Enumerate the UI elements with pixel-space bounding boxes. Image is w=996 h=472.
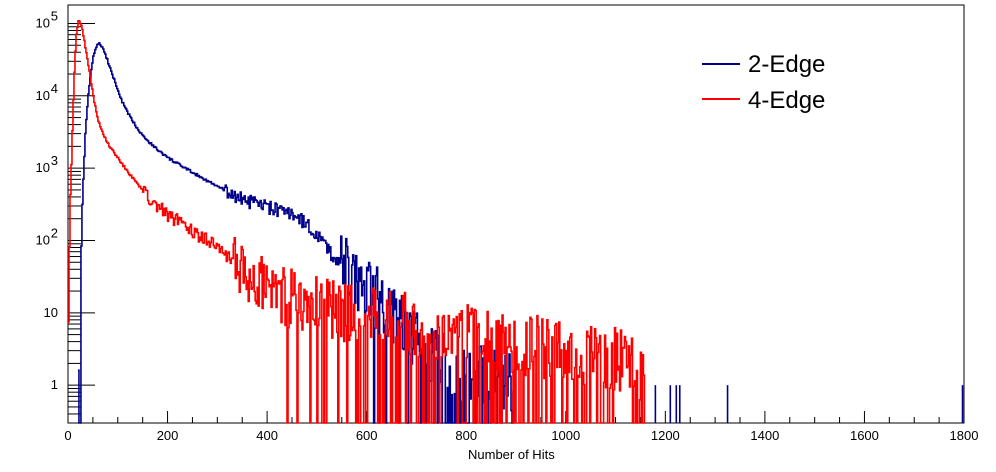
y-tick-label: 10 — [36, 160, 50, 175]
x-tick-label: 1200 — [651, 428, 680, 443]
x-tick-label: 1600 — [850, 428, 879, 443]
x-axis: 0 200 400 600 800 1000 1200 1400 1600 1800 — [64, 411, 978, 443]
y-tick-label: 1 — [51, 377, 58, 392]
y-tick-label: 10 — [36, 232, 50, 247]
legend: 2-Edge 4-Edge — [702, 51, 825, 114]
x-axis-label: Number of Hits — [468, 447, 555, 462]
x-tick-label: 0 — [64, 428, 71, 443]
y-tick-exponent: 3 — [51, 153, 58, 168]
y-tick-exponent: 4 — [51, 81, 58, 96]
y-tick-label: 10 — [44, 305, 58, 320]
y-tick-label: 10 — [36, 15, 50, 30]
x-tick-label: 800 — [455, 428, 477, 443]
x-tick-label: 600 — [356, 428, 378, 443]
x-tick-label: 1000 — [551, 428, 580, 443]
legend-label-4-edge: 4-Edge — [748, 87, 825, 114]
x-tick-label: 1400 — [750, 428, 779, 443]
y-tick-label: 10 — [36, 88, 50, 103]
x-tick-label: 400 — [256, 428, 278, 443]
x-tick-label: 200 — [157, 428, 179, 443]
y-tick-exponent: 2 — [51, 225, 58, 240]
y-tick-exponent: 5 — [51, 8, 58, 23]
series-layer — [68, 20, 964, 424]
series-line-4-edge — [68, 20, 646, 424]
legend-label-2-edge: 2-Edge — [748, 51, 825, 78]
x-tick-label: 1800 — [950, 428, 979, 443]
